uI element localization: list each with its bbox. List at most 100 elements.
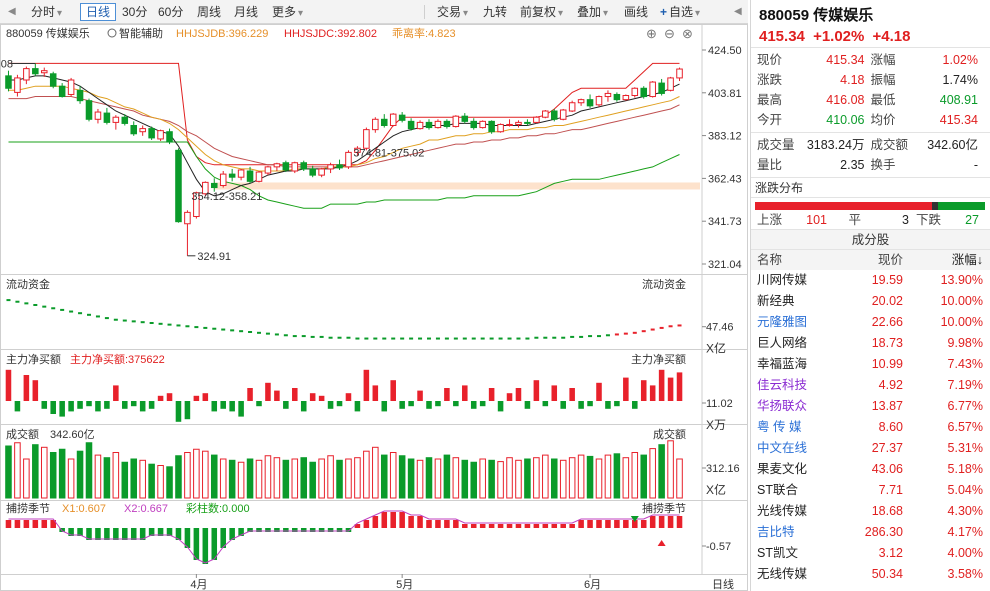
tb-yue-button[interactable]: 月线 bbox=[229, 3, 263, 21]
flow-mark bbox=[319, 335, 324, 338]
tb-jiuzhuan-button[interactable]: 九转 bbox=[478, 3, 512, 21]
volume-bar bbox=[559, 459, 567, 499]
flow-mark bbox=[525, 337, 530, 340]
constituent-name[interactable]: 川网传媒 bbox=[757, 273, 808, 287]
assist-label: 智能辅助 bbox=[119, 26, 163, 40]
col-name[interactable]: 名称 bbox=[757, 253, 783, 267]
tb-fuquan-button[interactable]: 前复权 ▾ bbox=[515, 3, 568, 21]
tb-more-button[interactable]: 更多 ▾ bbox=[267, 3, 308, 21]
tb-60-button[interactable]: 60分 bbox=[153, 3, 188, 21]
constituent-name[interactable]: 中文在线 bbox=[757, 441, 808, 455]
constituent-name[interactable]: 新经典 bbox=[757, 294, 795, 308]
constituent-change: 13.90% bbox=[940, 273, 983, 287]
volume-bar bbox=[5, 445, 12, 499]
constituent-name[interactable]: 无线传媒 bbox=[757, 567, 808, 581]
constituent-name[interactable]: 元隆雅图 bbox=[757, 315, 808, 329]
candle bbox=[407, 120, 415, 130]
kline-chart[interactable]: 424.50 403.81 383.12 362.43 341.73 321.04 416.… bbox=[0, 24, 748, 591]
constituent-name[interactable]: 幸福蓝海 bbox=[757, 357, 808, 371]
zoom-out-icon[interactable]: ⊖ bbox=[664, 26, 675, 41]
flow-mark bbox=[427, 337, 431, 340]
tb-huaxian-button[interactable]: 画线 bbox=[619, 3, 653, 21]
net-bar bbox=[95, 401, 101, 412]
tb-zhou-button[interactable]: 周线 bbox=[192, 3, 226, 21]
constituent-row[interactable]: ST联合 7.71 5.04% bbox=[751, 480, 990, 501]
volume-bar bbox=[515, 459, 522, 499]
close-panel-icon[interactable]: ⊗ bbox=[682, 26, 693, 41]
constituent-row[interactable]: 华扬联众 13.87 6.77% bbox=[751, 396, 990, 417]
net-panel-value: 375622 bbox=[128, 354, 165, 366]
constituent-row[interactable]: 新经典 20.02 10.00% bbox=[751, 291, 990, 312]
season-bar bbox=[453, 520, 459, 528]
constituent-row[interactable]: 元隆雅图 22.66 10.00% bbox=[751, 312, 990, 333]
constituent-row[interactable]: 中文在线 27.37 5.31% bbox=[751, 438, 990, 459]
col-pct[interactable]: 涨幅↓ bbox=[951, 253, 983, 267]
tb-fenshi-button[interactable]: 分时 ▾ bbox=[26, 3, 67, 21]
constituent-name[interactable]: 吉比特 bbox=[757, 525, 795, 539]
constituent-row[interactable]: 川网传媒 19.59 13.90% bbox=[751, 270, 990, 291]
net-bar bbox=[372, 385, 379, 401]
constituent-name[interactable]: 巨人网络 bbox=[757, 336, 808, 350]
tb-jiaoyi-button[interactable]: 交易 ▾ bbox=[432, 3, 473, 21]
constituent-row[interactable]: ST凯文 3.12 4.00% bbox=[751, 543, 990, 564]
candle bbox=[300, 162, 308, 170]
indicator-name: HHJSJDC bbox=[284, 28, 334, 40]
constituent-name[interactable]: 佳云科技 bbox=[757, 378, 808, 392]
constituent-name[interactable]: 果麦文化 bbox=[757, 462, 808, 476]
dist-up-label: 上涨 bbox=[757, 213, 783, 227]
quote-label: 换手 bbox=[870, 158, 896, 172]
season-bar bbox=[309, 528, 316, 532]
constituents-title: 成分股 bbox=[751, 230, 990, 250]
constituent-row[interactable]: 巨人网络 18.73 9.98% bbox=[751, 333, 990, 354]
tb-zixuan-button[interactable]: + 自选 ▾ bbox=[655, 3, 705, 21]
volume-bar bbox=[363, 450, 370, 499]
constituent-row[interactable]: 粤 传 媒 8.60 6.57% bbox=[751, 417, 990, 438]
net-bar bbox=[596, 382, 602, 401]
tb-rixian-button[interactable]: 日线 bbox=[80, 3, 117, 21]
constituent-name[interactable]: 粤 传 媒 bbox=[757, 420, 802, 434]
constituent-name[interactable]: ST凯文 bbox=[757, 546, 798, 560]
season-bar bbox=[220, 528, 226, 548]
flow-mark bbox=[355, 337, 360, 340]
candle bbox=[318, 168, 325, 176]
distribution-flat-bar bbox=[932, 202, 938, 210]
candle bbox=[452, 115, 460, 128]
constituent-row[interactable]: 吉比特 286.30 4.17% bbox=[751, 522, 990, 543]
tb-diejia-button[interactable]: 叠加 ▾ bbox=[572, 3, 613, 21]
constituent-price: 18.73 bbox=[871, 336, 903, 350]
net-bar bbox=[104, 401, 110, 409]
volume-bar bbox=[23, 458, 30, 499]
tb-30-button[interactable]: 30分 bbox=[117, 3, 152, 21]
flow-mark bbox=[265, 332, 270, 335]
net-bar bbox=[417, 390, 423, 401]
constituent-row[interactable]: 幸福蓝海 10.99 7.43% bbox=[751, 354, 990, 375]
volume-bar bbox=[327, 455, 334, 499]
col-price[interactable]: 现价 bbox=[877, 253, 903, 267]
constituent-name[interactable]: ST联合 bbox=[757, 483, 798, 497]
collapse-panel-icon[interactable]: ◀ bbox=[734, 6, 742, 17]
scroll-left-icon[interactable]: ◀ bbox=[8, 6, 16, 17]
season-bar bbox=[390, 512, 396, 528]
candle bbox=[76, 89, 84, 102]
constituent-row[interactable]: 果麦文化 43.06 5.18% bbox=[751, 459, 990, 480]
volume-bar bbox=[255, 459, 263, 499]
constituent-change: 6.77% bbox=[947, 399, 983, 413]
constituent-row[interactable]: 佳云科技 4.92 7.19% bbox=[751, 375, 990, 396]
volume-bar bbox=[443, 454, 451, 499]
season-bar bbox=[372, 516, 379, 528]
net-bar bbox=[283, 401, 289, 409]
flow-mark bbox=[248, 331, 253, 333]
constituent-row[interactable]: 光线传媒 18.68 4.30% bbox=[751, 501, 990, 522]
constituent-name[interactable]: 华扬联众 bbox=[757, 399, 808, 413]
indicator-value: 396.229 bbox=[229, 28, 269, 40]
flow-mark bbox=[462, 337, 467, 340]
constituent-row[interactable]: 无线传媒 50.34 3.58% bbox=[751, 564, 990, 585]
constituent-name[interactable]: 光线传媒 bbox=[757, 504, 808, 518]
season-bar bbox=[139, 528, 146, 540]
dropdown-arrow-icon: ▾ bbox=[603, 8, 609, 19]
quote-row: 量比 2.35 换手 - bbox=[757, 155, 984, 175]
zoom-in-icon[interactable]: ⊕ bbox=[646, 26, 657, 41]
tb-fenshi-label: 分时 bbox=[31, 5, 56, 19]
indicator-name: 乖离率 bbox=[392, 26, 425, 40]
volume-bar bbox=[193, 448, 200, 499]
